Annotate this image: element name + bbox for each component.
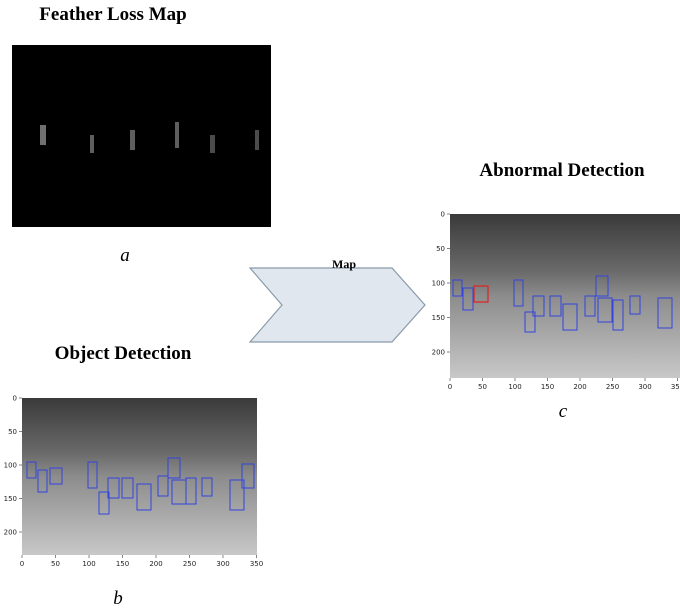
y-tick-label: 0: [13, 395, 17, 403]
detection-image: [450, 214, 680, 378]
y-tick-label: 100: [432, 280, 445, 288]
detection-image: [22, 398, 257, 555]
y-tick-label: 0: [441, 211, 445, 219]
x-tick-label: 200: [149, 560, 162, 568]
panel-caption: c: [559, 401, 568, 422]
y-tick-label: 200: [4, 529, 17, 537]
x-tick-label: 300: [216, 560, 229, 568]
figure: Feather Loss Map a Object Detection 0 50 1…: [0, 0, 680, 610]
panel-caption: b: [113, 588, 123, 609]
x-tick-label: 350: [250, 560, 263, 568]
x-tick-label: 0: [448, 383, 452, 391]
x-tick-label: 150: [116, 560, 129, 568]
x-tick-label: 150: [541, 383, 554, 391]
arrow: [250, 268, 425, 342]
x-tick-label: 50: [478, 383, 487, 391]
y-tick-label: 50: [436, 245, 445, 253]
x-tick-label: 250: [183, 560, 196, 568]
x-tick-label: 50: [51, 560, 60, 568]
panel-title: Abnormal Detection: [479, 160, 645, 181]
x-tick-label: 0: [20, 560, 24, 568]
panel-caption: a: [120, 245, 130, 266]
x-tick-label: 350: [671, 383, 680, 391]
y-tick-label: 50: [8, 428, 17, 436]
x-tick-label: 100: [82, 560, 95, 568]
y-tick-label: 100: [4, 462, 17, 470]
y-tick-label: 150: [4, 495, 17, 503]
x-tick-label: 250: [606, 383, 619, 391]
x-tick-label: 100: [508, 383, 521, 391]
feature-loss-image: [12, 45, 271, 227]
y-tick-label: 150: [432, 314, 445, 322]
x-tick-label: 300: [638, 383, 651, 391]
arrow-label: Map: [332, 257, 356, 271]
panel-title: Feather Loss Map: [39, 4, 186, 25]
x-tick-label: 200: [573, 383, 586, 391]
panel-title: Object Detection: [55, 343, 192, 364]
y-tick-label: 200: [432, 349, 445, 357]
